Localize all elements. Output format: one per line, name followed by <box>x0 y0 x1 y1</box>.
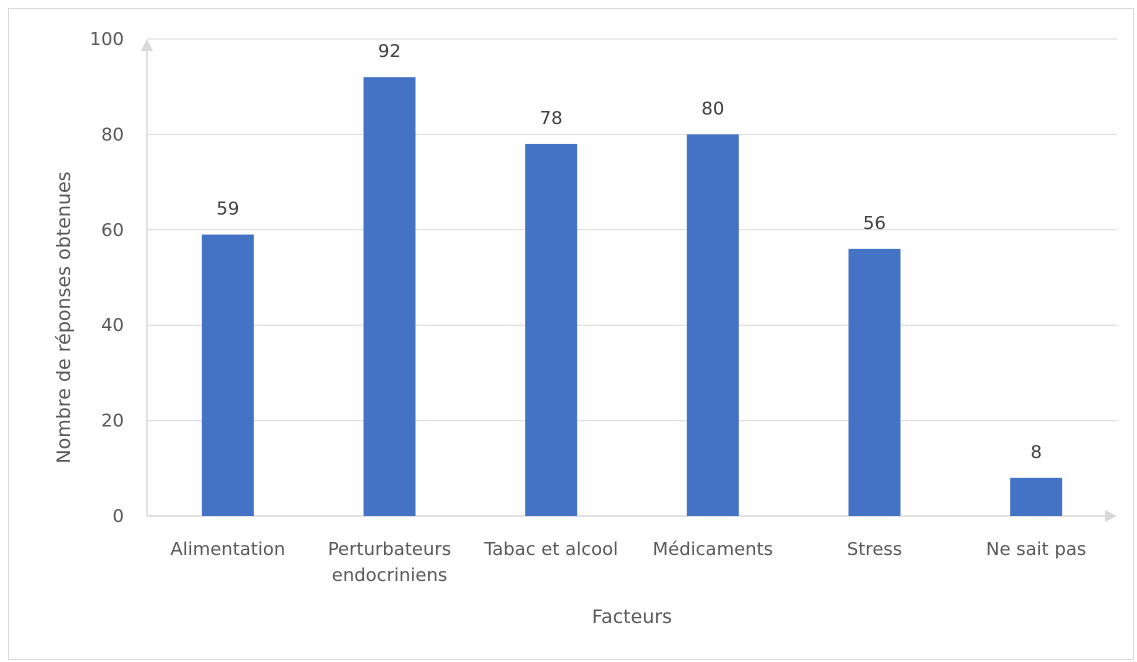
data-label: 59 <box>216 199 239 220</box>
x-axis-title: Facteurs <box>592 606 672 628</box>
y-tick-label: 0 <box>113 506 124 527</box>
data-label: 92 <box>378 41 401 62</box>
bar <box>686 134 739 516</box>
y-tick-label: 20 <box>101 411 124 432</box>
x-tick-label: Médicaments <box>653 539 773 560</box>
x-tick-label: Tabac et alcool <box>483 539 618 560</box>
y-axis-arrow <box>141 39 153 51</box>
y-axis-title: Nombre de réponses obtenues <box>53 171 75 463</box>
y-tick-label: 80 <box>101 124 124 145</box>
axes <box>141 39 1117 522</box>
bar <box>1010 477 1063 516</box>
x-tick-label: Ne sait pas <box>986 539 1086 560</box>
y-tick-label: 60 <box>101 220 124 241</box>
data-label: 80 <box>701 98 724 119</box>
y-tick-label: 40 <box>101 315 124 336</box>
bar <box>363 77 416 516</box>
bars <box>201 77 1063 516</box>
data-label: 78 <box>540 108 563 129</box>
bar <box>848 248 901 516</box>
x-tick-label: Alimentation <box>170 539 285 560</box>
data-label: 8 <box>1030 442 1041 463</box>
labels: 0 20 40 60 80 100 59 Alimentation 92 Perturbateur… <box>90 29 1087 586</box>
x-tick-label: Perturbateurs endocriniens <box>328 539 451 586</box>
gridlines <box>147 38 1117 422</box>
bar <box>201 234 254 516</box>
x-axis-arrow <box>1105 510 1117 522</box>
y-tick-label: 100 <box>90 29 124 50</box>
x-tick-label: Stress <box>847 539 902 560</box>
bar <box>525 143 578 516</box>
data-label: 56 <box>863 213 886 234</box>
